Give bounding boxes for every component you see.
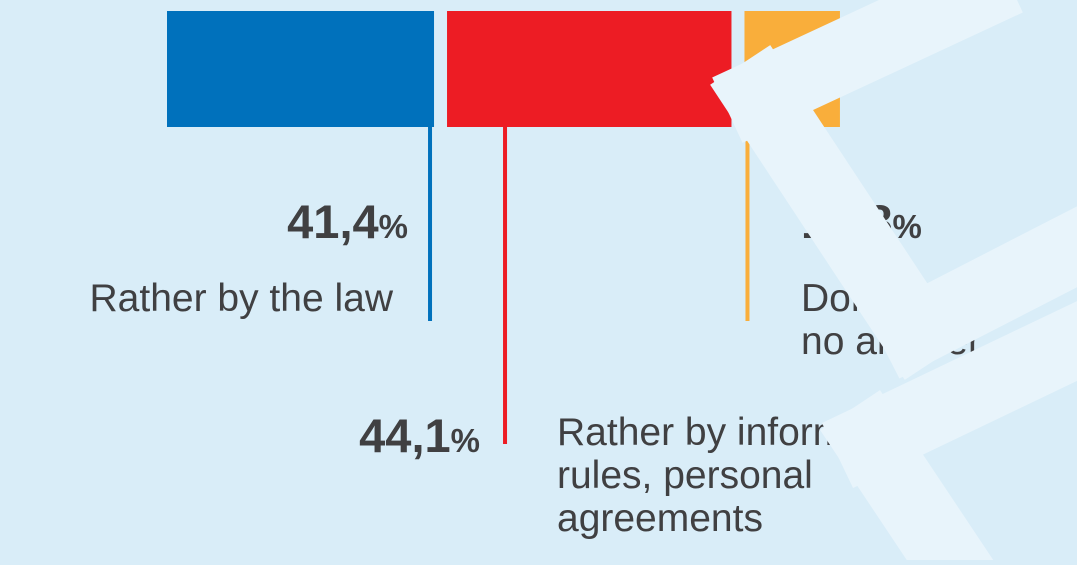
leader-line (428, 127, 433, 321)
data-label: 44,1% (359, 409, 480, 462)
data-label: 41,4% (287, 195, 408, 248)
category-label: Rather by the law (90, 277, 394, 320)
leader-line (503, 127, 508, 444)
leader-line (745, 127, 750, 321)
category-label: Rather by informal rules, personal agreeme… (557, 411, 876, 540)
bar-segment (447, 11, 732, 127)
bar-segment (167, 11, 435, 127)
